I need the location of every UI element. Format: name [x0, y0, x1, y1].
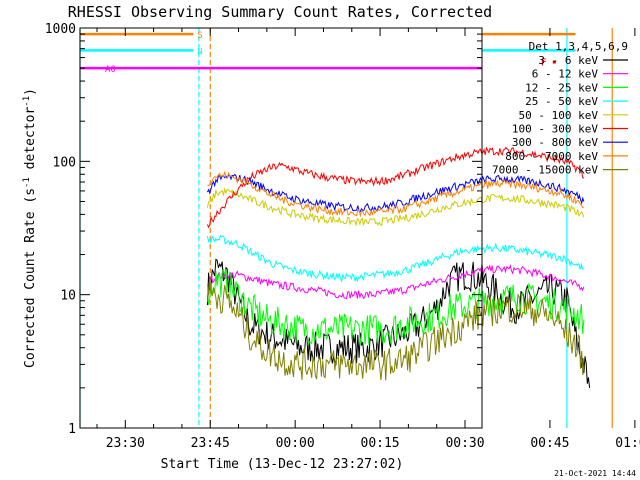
flare-marker-dot [552, 60, 556, 64]
series-line-3 [206, 234, 585, 283]
flag-label-a0: A0 [105, 65, 116, 75]
y-tick-label-2: 100 [53, 155, 76, 170]
flag-layer: SN A0 F [80, 31, 576, 75]
flag-label-s: S [197, 31, 202, 41]
x-tick-label-0: 23:30 [106, 436, 145, 451]
x-tick-label-1: 23:45 [191, 436, 230, 451]
series-line-8 [206, 277, 585, 381]
legend-label-3: 25 - 50 keV [525, 95, 598, 108]
x-tick-label-2: 00:00 [276, 436, 315, 451]
legend-label-5: 100 - 300 keV [512, 123, 598, 136]
chart-title: RHESSI Observing Summary Count Rates, Co… [68, 3, 492, 21]
series-line-4 [206, 187, 585, 226]
series-line-5 [206, 146, 584, 229]
legend-label-2: 12 - 25 keV [525, 81, 598, 94]
y-axis-label: Corrected Count Rate (s-1 detector-1) [22, 88, 38, 368]
series-line-1 [206, 264, 585, 300]
series-line-6 [206, 173, 585, 213]
x-axis-label: Start Time (13-Dec-12 23:27:02) [161, 457, 404, 472]
series-layer [206, 146, 591, 388]
x-tick-label-3: 00:15 [361, 436, 400, 451]
footer-timestamp: 21-Oct-2021 14:44 [554, 469, 636, 478]
x-tick-label-6: 01:00 [615, 436, 640, 451]
x-axis-ticks: 23:30 23:45 00:00 00:15 00:30 00:45 01:00 [96, 28, 640, 451]
legend-title: Det 1,3,4,5,6,9 [529, 40, 628, 53]
x-tick-label-5: 00:45 [530, 436, 569, 451]
flare-marker-label: F [541, 58, 547, 69]
y-tick-label-0: 1 [68, 422, 76, 437]
legend-label-7: 800 - 7000 keV [505, 150, 598, 163]
y-tick-label-1: 10 [60, 289, 76, 304]
series-line-2 [206, 268, 585, 346]
y-tick-label-3: 1000 [45, 22, 76, 37]
plot-frame [79, 27, 483, 429]
legend-label-4: 50 - 100 keV [519, 109, 599, 122]
legend-label-0: 3 - 6 keV [538, 54, 598, 67]
flag-label-n: N [197, 47, 202, 57]
legend-label-1: 6 - 12 keV [532, 68, 599, 81]
y-axis-ticks: 1 10 100 1000 [45, 22, 482, 437]
series-line-7 [207, 170, 584, 218]
legend-label-8: 7000 - 15000 keV [492, 164, 598, 177]
legend-label-6: 300 - 800 keV [512, 136, 598, 149]
x-tick-label-4: 00:30 [445, 436, 484, 451]
